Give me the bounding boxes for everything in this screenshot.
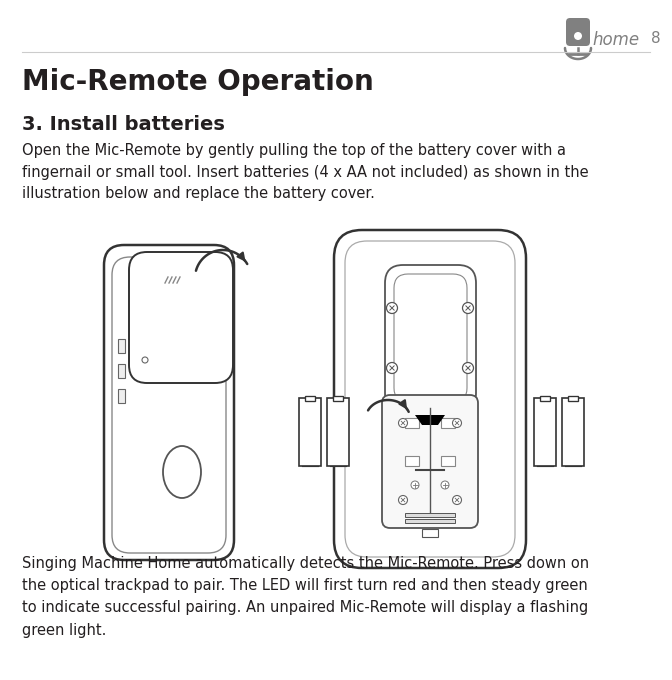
Bar <box>534 398 556 466</box>
FancyBboxPatch shape <box>334 230 526 568</box>
Bar <box>333 396 343 401</box>
Bar <box>327 398 349 466</box>
Bar <box>568 396 578 401</box>
Bar <box>405 519 455 523</box>
Bar <box>305 396 315 401</box>
Bar <box>441 456 455 466</box>
Bar <box>540 396 550 401</box>
Circle shape <box>398 418 407 428</box>
Circle shape <box>411 481 419 489</box>
Bar <box>118 389 125 403</box>
Circle shape <box>462 362 474 373</box>
Circle shape <box>441 481 449 489</box>
Bar <box>405 513 455 517</box>
Text: Mic-Remote Operation: Mic-Remote Operation <box>22 68 374 96</box>
FancyBboxPatch shape <box>129 252 233 383</box>
Circle shape <box>462 303 474 313</box>
Text: Open the Mic-Remote by gently pulling the top of the battery cover with a
finger: Open the Mic-Remote by gently pulling th… <box>22 143 589 201</box>
Text: Singing Machine Home automatically detects the Mic-Remote. Press down on
the opt: Singing Machine Home automatically detec… <box>22 556 589 638</box>
Bar <box>118 339 125 353</box>
FancyBboxPatch shape <box>394 274 467 402</box>
Bar <box>405 456 419 466</box>
Circle shape <box>452 418 462 428</box>
Polygon shape <box>415 415 445 425</box>
Bar <box>562 398 584 466</box>
Text: home: home <box>592 31 639 49</box>
Bar <box>405 418 419 428</box>
Circle shape <box>398 496 407 505</box>
FancyBboxPatch shape <box>566 18 590 46</box>
Bar <box>299 398 321 466</box>
Circle shape <box>452 496 462 505</box>
Bar <box>118 364 125 378</box>
Circle shape <box>386 362 398 373</box>
Bar <box>422 529 438 537</box>
FancyBboxPatch shape <box>345 241 515 557</box>
Ellipse shape <box>574 32 582 40</box>
Bar <box>441 418 455 428</box>
FancyBboxPatch shape <box>385 265 476 411</box>
Ellipse shape <box>163 446 201 498</box>
Circle shape <box>142 357 148 363</box>
FancyBboxPatch shape <box>382 395 478 528</box>
Text: 8: 8 <box>651 31 661 46</box>
FancyBboxPatch shape <box>104 245 234 560</box>
Text: 3. Install batteries: 3. Install batteries <box>22 115 225 134</box>
FancyBboxPatch shape <box>112 257 226 553</box>
Circle shape <box>386 303 398 313</box>
